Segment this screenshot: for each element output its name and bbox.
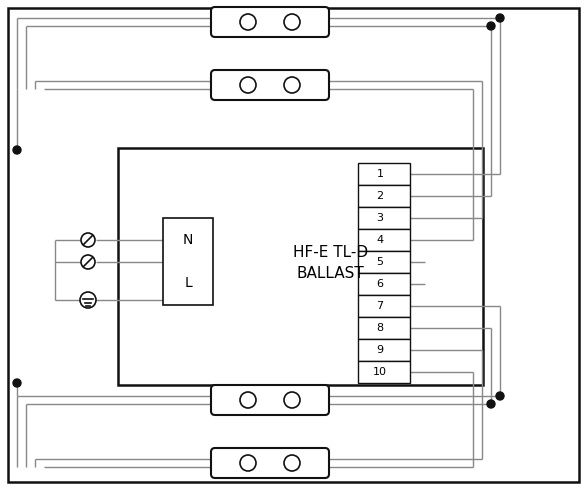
Circle shape: [487, 22, 495, 30]
Circle shape: [240, 455, 256, 471]
Bar: [163, 218, 213, 305]
Circle shape: [81, 233, 95, 247]
Circle shape: [13, 379, 21, 387]
FancyBboxPatch shape: [211, 448, 329, 478]
Bar: [358, 361, 410, 383]
Circle shape: [284, 77, 300, 93]
FancyBboxPatch shape: [211, 385, 329, 415]
Circle shape: [487, 400, 495, 408]
Circle shape: [496, 14, 504, 22]
Bar: [358, 273, 410, 295]
Circle shape: [284, 455, 300, 471]
Bar: [358, 295, 410, 317]
Circle shape: [80, 292, 96, 308]
Circle shape: [240, 14, 256, 30]
Text: 7: 7: [376, 301, 383, 311]
Bar: [358, 251, 410, 273]
Circle shape: [284, 392, 300, 408]
Text: 1: 1: [376, 169, 383, 179]
Text: 2: 2: [376, 191, 383, 201]
Text: 5: 5: [376, 257, 383, 267]
Circle shape: [496, 392, 504, 400]
Bar: [358, 163, 410, 185]
Bar: [358, 185, 410, 207]
Circle shape: [284, 14, 300, 30]
Text: L: L: [184, 276, 192, 290]
Bar: [358, 229, 410, 251]
Text: 10: 10: [373, 367, 387, 377]
FancyBboxPatch shape: [211, 7, 329, 37]
Bar: [358, 317, 410, 339]
Bar: [358, 339, 410, 361]
Text: 3: 3: [376, 213, 383, 223]
Text: N: N: [183, 233, 193, 247]
Circle shape: [240, 392, 256, 408]
Text: 6: 6: [376, 279, 383, 289]
Text: 4: 4: [376, 235, 383, 245]
Circle shape: [240, 77, 256, 93]
Text: BALLAST: BALLAST: [296, 266, 365, 281]
Bar: [358, 207, 410, 229]
Bar: [118, 148, 483, 385]
Text: HF-E TL-D: HF-E TL-D: [293, 245, 368, 260]
Circle shape: [81, 255, 95, 269]
FancyBboxPatch shape: [211, 70, 329, 100]
Circle shape: [13, 146, 21, 154]
Text: 8: 8: [376, 323, 383, 333]
Text: 9: 9: [376, 345, 383, 355]
